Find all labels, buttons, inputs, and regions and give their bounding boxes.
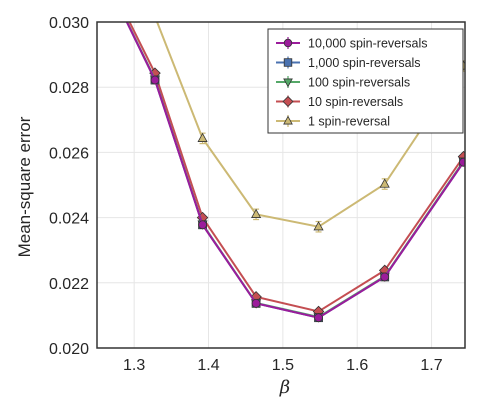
series-0 <box>125 22 465 323</box>
x-tick-label: 1.7 <box>420 357 442 374</box>
y-tick-label: 0.024 <box>49 211 89 228</box>
data-point <box>313 221 324 231</box>
data-point <box>282 95 294 108</box>
legend: 10,000 spin-reversals 1,000 spin-reversal… <box>267 28 464 134</box>
legend-entry: 1,000 spin-reversals <box>276 56 421 70</box>
legend-entry: 1 spin-reversal <box>276 115 390 129</box>
data-point <box>459 157 465 167</box>
legend-label: 1,000 spin-reversals <box>308 56 421 70</box>
legend-entry: 10 spin-reversals <box>276 95 403 109</box>
legend-entry: 100 spin-reversals <box>276 76 410 90</box>
x-tick-label: 1.3 <box>123 357 145 374</box>
data-point <box>379 178 390 188</box>
y-tick-label: 0.028 <box>49 80 89 97</box>
data-point <box>251 208 262 218</box>
x-tick-label: 1.4 <box>197 357 219 374</box>
y-axis-label: Mean-square error <box>15 116 34 257</box>
y-tick-label: 0.022 <box>49 276 89 293</box>
legend-label: 100 spin-reversals <box>308 76 410 90</box>
x-axis-label: β <box>279 377 290 398</box>
data-point <box>197 132 208 142</box>
legend-label: 1 spin-reversal <box>308 115 390 129</box>
axis-ticks: 0.020 0.022 0.024 0.026 0.028 0.030 1.3 1.4 1.5 1… <box>49 15 443 374</box>
legend-entry: 10,000 spin-reversals <box>276 37 428 51</box>
data-point <box>198 220 207 230</box>
data-point <box>380 272 390 282</box>
data-point <box>283 78 293 88</box>
data-point <box>283 58 293 67</box>
y-tick-label: 0.020 <box>49 341 89 358</box>
y-tick-label: 0.026 <box>49 145 89 162</box>
legend-label: 10,000 spin-reversals <box>308 37 428 51</box>
legend-label: 10 spin-reversals <box>308 95 403 109</box>
plot-frame <box>96 21 466 349</box>
data-point <box>150 75 160 85</box>
x-tick-label: 1.6 <box>346 357 368 374</box>
y-tick-label: 0.030 <box>49 15 89 32</box>
data-point <box>283 115 293 125</box>
series-line <box>156 22 465 228</box>
legend-box <box>267 28 464 134</box>
data-point <box>283 38 293 48</box>
data-point <box>251 298 261 308</box>
series-4 <box>156 22 465 233</box>
data-point <box>314 313 323 323</box>
x-tick-label: 1.5 <box>272 357 294 374</box>
